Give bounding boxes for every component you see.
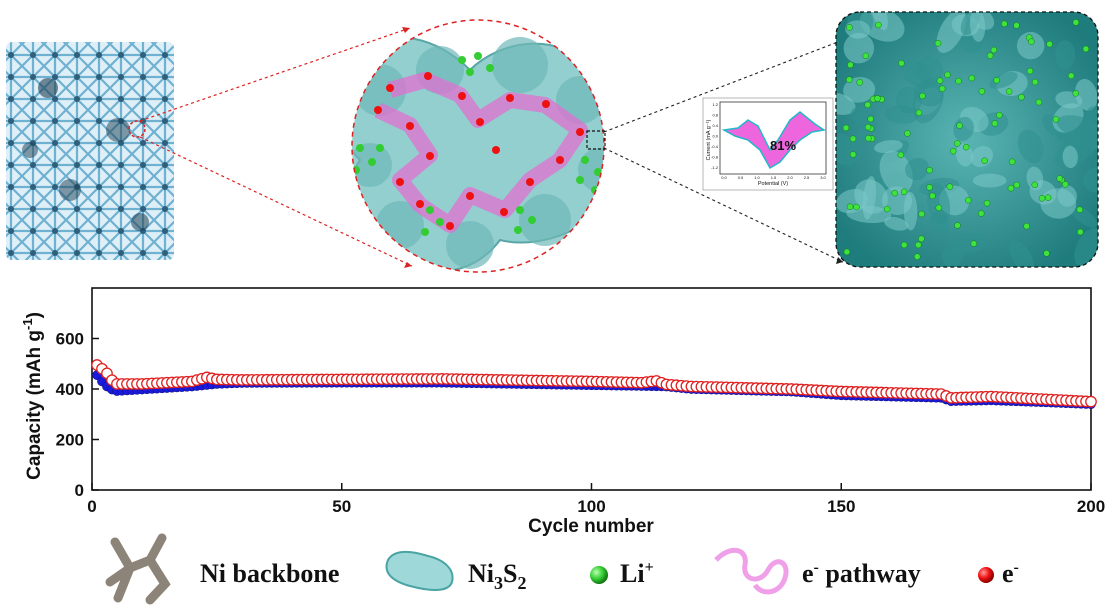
inset-x-tick: 0.0 — [721, 175, 727, 180]
zoom-marker-square — [586, 130, 606, 150]
inset-y-ticks: 1.2 0.8 0.4 0.0 -0.4 -0.8 -1.2 — [711, 102, 719, 170]
legend-ni3s2: Ni3S2 — [468, 559, 526, 593]
electrons — [374, 72, 584, 230]
x-axis-label: Cycle number — [528, 516, 654, 537]
inset-x-tick: 1.5 — [771, 175, 777, 180]
x-axis-ticks: 0 50 100 150 200 — [87, 483, 1105, 516]
arrow-head-icon — [402, 27, 410, 33]
x-tick-label: 50 — [332, 497, 351, 516]
cv-curve-fill — [721, 111, 826, 170]
li-ion-icon — [590, 566, 608, 584]
li-ions — [352, 52, 602, 236]
x-tick-label: 150 — [827, 497, 855, 516]
inset-y-tick: -0.4 — [711, 144, 719, 149]
inset-x-ticks: 0.0 0.5 1.0 1.5 2.0 2.5 3.0 — [721, 175, 826, 180]
legend-electron: e- — [1002, 559, 1019, 588]
y-axis-ticks: 0 200 400 600 — [56, 330, 99, 500]
x-tick-label: 0 — [87, 497, 96, 516]
inset-y-tick: -1.2 — [711, 165, 719, 170]
ni3s2-icon — [385, 551, 454, 591]
inset-y-tick: 0.8 — [712, 113, 718, 118]
y-tick-label: 200 — [56, 431, 84, 450]
zoom-circle — [351, 19, 606, 273]
lattice-texture — [22, 78, 149, 231]
zoom-marker-circle — [128, 120, 146, 138]
legend: Ni backbone Ni3S2 Li+ e- pathway e- — [105, 533, 1019, 605]
inset-retention-label: 81% — [770, 138, 796, 153]
inset-x-tick: 2.5 — [804, 175, 810, 180]
inset-y-label: Current (mA g⁻¹) — [706, 119, 712, 160]
box-texture — [836, 12, 1098, 267]
y-axis-label: Capacity (mAh g-1) — [20, 312, 45, 480]
inset-y-tick: 0.4 — [712, 123, 718, 128]
zoom-lines-red — [139, 27, 413, 267]
inset-y-tick: 0.0 — [712, 134, 718, 139]
inset-x-label: Potential (V) — [758, 181, 788, 187]
y-tick-label: 600 — [56, 330, 84, 349]
box-li-ions — [842, 19, 1090, 260]
inset-x-tick: 1.0 — [754, 175, 760, 180]
series-hollow-points — [91, 359, 1097, 408]
inset-y-tick: -0.8 — [711, 155, 719, 160]
ni-backbone-icon — [105, 533, 171, 605]
ni3s2-dense-box — [835, 11, 1099, 268]
inset-x-tick: 0.5 — [738, 175, 744, 180]
y-tick-label: 400 — [56, 380, 84, 399]
cv-inset: 81% Potential (V) Current (mA g⁻¹) 1.2 0.… — [702, 97, 834, 191]
inset-x-tick: 3.0 — [820, 175, 826, 180]
inset-plot-frame — [719, 101, 827, 175]
inset-y-tick: 1.2 — [712, 102, 718, 107]
x-tick-label: 200 — [1077, 497, 1105, 516]
y-tick-label: 0 — [75, 481, 84, 500]
arrow-head-icon — [404, 262, 412, 268]
ni-lattice-block — [6, 42, 174, 260]
capacity-chart: 0 200 400 600 0 50 100 150 200 Cycle number Cap… — [20, 287, 1105, 537]
inset-x-tick: 2.0 — [787, 175, 793, 180]
legend-li: Li+ — [620, 559, 654, 588]
data-point — [1085, 395, 1097, 408]
electron-pathway-icon — [714, 548, 789, 595]
zoom-lines-black — [603, 39, 844, 263]
arrow-head-icon — [836, 257, 843, 264]
legend-e-pathway: e- pathway — [802, 559, 921, 588]
electron-icon — [978, 567, 994, 583]
x-tick-label: 100 — [577, 497, 605, 516]
legend-ni-backbone: Ni backbone — [200, 559, 339, 588]
